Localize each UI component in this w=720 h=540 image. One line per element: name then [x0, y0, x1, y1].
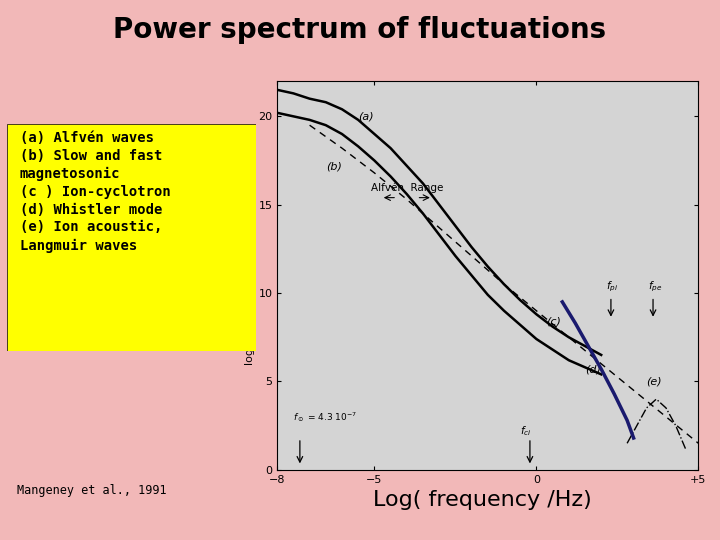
FancyBboxPatch shape — [7, 124, 256, 351]
Text: (e): (e) — [647, 377, 662, 387]
Y-axis label: log(specific power), erg s⁻¹ Hz⁻¹: log(specific power), erg s⁻¹ Hz⁻¹ — [246, 186, 256, 365]
Text: (c): (c) — [546, 317, 561, 327]
Text: $f_{pe}$: $f_{pe}$ — [648, 280, 662, 294]
Text: $f_\odot$ = 4.3 10$^{-7}$: $f_\odot$ = 4.3 10$^{-7}$ — [294, 410, 357, 424]
Text: Mangeney et al., 1991: Mangeney et al., 1991 — [17, 483, 167, 497]
Text: (b): (b) — [325, 161, 342, 171]
Text: $f_{ci}$: $f_{ci}$ — [520, 424, 532, 438]
Text: Power spectrum of fluctuations: Power spectrum of fluctuations — [114, 16, 606, 44]
Text: (d): (d) — [585, 364, 601, 375]
Text: Log( frequency /Hz): Log( frequency /Hz) — [373, 490, 592, 510]
Text: Alfvén  Range: Alfvén Range — [371, 182, 443, 193]
Text: (a) Alfvén waves
(b) Slow and fast
magnetosonic
(c ) Ion-cyclotron
(d) Whistler : (a) Alfvén waves (b) Slow and fast magne… — [19, 131, 171, 253]
Text: (a): (a) — [359, 112, 374, 122]
Text: $f_{pi}$: $f_{pi}$ — [606, 280, 618, 294]
